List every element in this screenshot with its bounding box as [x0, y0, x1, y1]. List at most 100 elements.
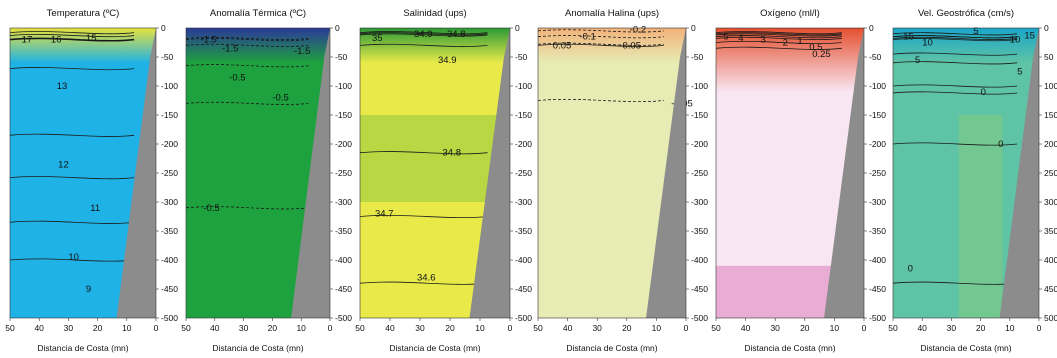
y-tick-label: -400	[161, 255, 178, 265]
panel-title: Oxígeno (ml/l)	[760, 8, 820, 19]
panel-title: Anomalía Halina (ups)	[565, 8, 659, 19]
contour-line	[537, 35, 664, 39]
x-tick-label: 30	[415, 323, 425, 333]
x-tick-label: 0	[1037, 323, 1042, 333]
contour-line	[9, 133, 135, 137]
x-tick-label: 40	[563, 323, 573, 333]
y-tick-label: 0	[869, 23, 874, 33]
coastal-slope	[469, 28, 510, 318]
y-tick-label: 400	[1044, 255, 1057, 265]
x-tick-label: 50	[5, 323, 15, 333]
shading-band	[958, 115, 1003, 318]
contour-line	[537, 29, 664, 33]
y-tick-label: -400	[515, 255, 532, 265]
x-tick-label: 0	[862, 323, 867, 333]
y-tick-label: -250	[161, 168, 178, 178]
contour-label: 1	[797, 36, 802, 47]
y-tick-label: -100	[515, 81, 532, 91]
contour-line	[185, 38, 309, 42]
contour-label: 3	[760, 35, 765, 46]
contour-line	[359, 32, 488, 36]
contour-line	[359, 214, 488, 219]
section-plot: 35 34.9 34.834.934.834.734.650 40 30 20 10 00-5…	[355, 23, 532, 333]
contour-label: 10	[1010, 35, 1021, 46]
contour-line	[185, 101, 309, 105]
contour-line	[9, 37, 135, 42]
contour-line	[715, 35, 842, 39]
y-tick-label: -350	[869, 226, 886, 236]
contour-line	[9, 176, 135, 180]
contour-label: 34.8	[447, 29, 466, 40]
x-tick-label: 30	[592, 323, 602, 333]
section-panel: Oxígeno (ml/l) Distancia de Costa (mn) 5 4 3…	[711, 0, 898, 358]
section-panel: Salinidad (ups) Distancia de Costa (mn) 35…	[355, 0, 544, 358]
y-tick-label: 0	[161, 23, 166, 33]
y-tick-label: 450	[1044, 284, 1057, 294]
y-tick-label: -250	[335, 168, 352, 178]
y-tick-label: -500	[515, 313, 532, 323]
x-tick-label: 50	[355, 323, 365, 333]
x-tick-label: 40	[34, 323, 44, 333]
y-tick-label: 350	[1044, 226, 1057, 236]
coastal-slope	[824, 28, 864, 318]
x-tick-label: 20	[93, 323, 103, 333]
contour-line	[892, 84, 1018, 88]
x-tick-label: 10	[652, 323, 662, 333]
y-tick-label: -400	[691, 255, 708, 265]
y-tick-label: -350	[161, 226, 178, 236]
x-tick-label: 40	[917, 323, 927, 333]
contour-label: 15	[86, 33, 97, 44]
coastal-slope	[999, 28, 1039, 318]
x-tick-label: 10	[296, 323, 306, 333]
x-tick-label: 20	[800, 323, 810, 333]
y-tick-label: -200	[869, 139, 886, 149]
y-tick-label: -500	[161, 313, 178, 323]
y-tick-label: -200	[515, 139, 532, 149]
contour-line	[892, 36, 1018, 40]
contour-label: 10	[922, 38, 933, 49]
contour-label: -1.5	[200, 35, 216, 46]
y-tick-label: -50	[691, 52, 704, 62]
section-panel: Anomalía Térmica (ºC) Distancia de Costa …	[181, 0, 364, 358]
y-tick-label: -100	[869, 81, 886, 91]
shading-band	[360, 115, 510, 202]
contour-label: 34.8	[443, 148, 462, 159]
contour-line	[185, 36, 309, 40]
contour-label: 5	[1017, 67, 1022, 78]
y-tick-label: 100	[1044, 81, 1057, 91]
contour-label: 11	[90, 203, 100, 214]
y-tick-label: 500	[1044, 313, 1057, 323]
y-tick-label: -300	[691, 197, 708, 207]
contour-label: 34.9	[438, 55, 457, 66]
y-tick-label: -350	[691, 226, 708, 236]
contour-label: -0.05	[619, 40, 641, 51]
y-tick-label: -400	[335, 255, 352, 265]
contour-line	[892, 91, 1018, 95]
contour-line	[892, 52, 1018, 56]
x-tick-label: 30	[947, 323, 957, 333]
y-tick-label: -450	[515, 284, 532, 294]
y-tick-label: -300	[515, 197, 532, 207]
x-tick-label: 10	[475, 323, 485, 333]
x-tick-label: 40	[210, 323, 220, 333]
contour-line	[892, 38, 1018, 42]
y-tick-label: -50	[335, 52, 348, 62]
x-axis-title: Distancia de Costa (mn)	[566, 343, 658, 353]
section-plot: 17 16 15 13 12 11 10 9 50 40 30 20 10 0 0 -50 -100 -150 -2…	[5, 23, 178, 333]
contour-line	[892, 35, 1018, 39]
y-tick-label: -50	[161, 52, 174, 62]
contour-label: 34.7	[375, 209, 394, 220]
y-tick-label: -300	[869, 197, 886, 207]
y-tick-label: -150	[515, 110, 532, 120]
contour-label: 0	[981, 87, 986, 98]
y-tick-label: 0	[335, 23, 340, 33]
contour-line	[9, 31, 135, 35]
y-tick-label: -250	[515, 168, 532, 178]
y-tick-label: -200	[161, 139, 178, 149]
contour-line	[537, 98, 664, 103]
y-tick-label: -450	[691, 284, 708, 294]
contour-line	[359, 31, 488, 35]
x-tick-label: 20	[622, 323, 632, 333]
x-tick-label: 50	[181, 323, 191, 333]
